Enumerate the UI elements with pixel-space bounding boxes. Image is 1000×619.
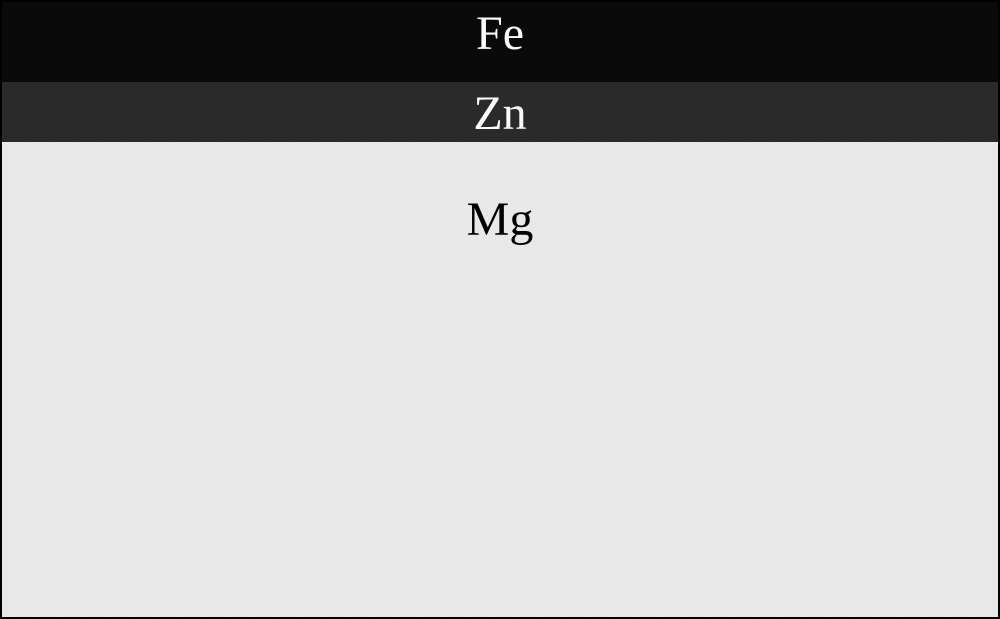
layer-mg-label: Mg xyxy=(467,192,534,247)
layer-mg: Mg xyxy=(2,142,998,617)
layer-diagram: Fe Zn Mg xyxy=(0,0,1000,619)
layer-fe-label: Fe xyxy=(476,6,524,61)
layer-zn-label: Zn xyxy=(473,86,526,141)
layer-zn: Zn xyxy=(2,82,998,142)
layer-fe: Fe xyxy=(2,2,998,82)
